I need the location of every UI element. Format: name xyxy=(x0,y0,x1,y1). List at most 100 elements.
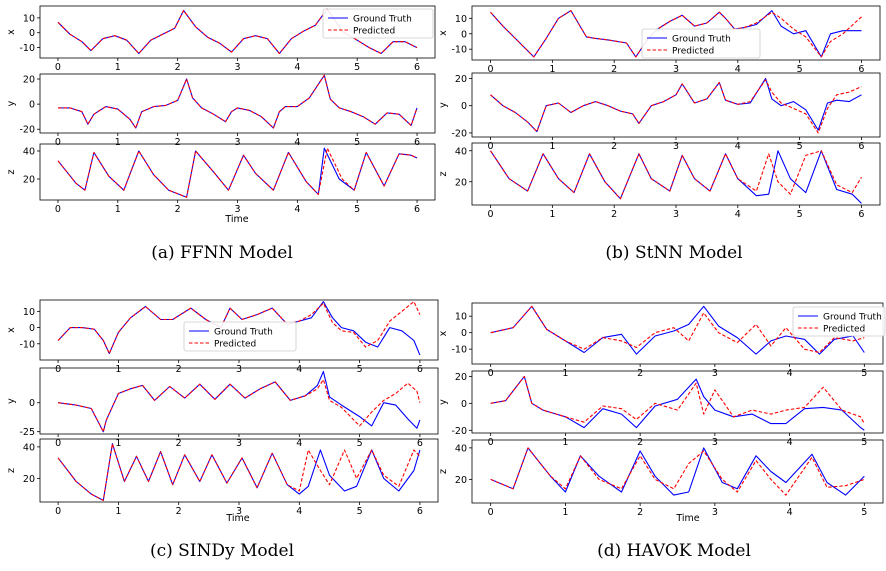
x-tick-label: 5 xyxy=(357,364,363,375)
x-tick-label: 3 xyxy=(236,438,242,449)
series-line-ground-truth xyxy=(57,443,421,501)
panel-x: 0 1 2 3 4 5 -10 0 10 x xyxy=(438,302,884,379)
x-axis-label: Time xyxy=(224,214,248,225)
y-tick-label: 40 xyxy=(455,443,467,454)
x-tick-label: 0 xyxy=(488,141,494,152)
y-tick-label: -20 xyxy=(19,125,35,136)
x-tick-label: 0 xyxy=(488,64,494,75)
legend: Ground Truth Predicted xyxy=(641,28,761,59)
legend-label: Predicted xyxy=(672,47,714,57)
x-tick-label: 6 xyxy=(414,204,420,215)
x-tick-label: 4 xyxy=(735,64,741,75)
x-tick-label: 2 xyxy=(176,438,182,449)
legend-label: Ground Truth xyxy=(353,15,412,25)
subfigure-caption: (a) FFNN Model xyxy=(151,243,293,263)
x-tick-label: 4 xyxy=(296,506,302,517)
x-tick-label: 0 xyxy=(488,437,494,448)
y-tick-label: 40 xyxy=(23,147,35,158)
legend-label: Ground Truth xyxy=(214,328,273,338)
x-tick-label: 5 xyxy=(354,62,360,73)
x-tick-label: 4 xyxy=(735,141,741,152)
x-tick-label: 4 xyxy=(787,368,793,379)
y-tick-label: 20 xyxy=(455,372,467,383)
x-tick-label: 1 xyxy=(115,506,121,517)
y-axis-label: y xyxy=(6,398,17,404)
subfigure-caption: (d) HAVOK Model xyxy=(597,541,751,561)
y-tick-label: 20 xyxy=(455,475,467,486)
x-tick-label: 4 xyxy=(294,204,300,215)
y-axis-label: x xyxy=(6,29,17,35)
x-tick-label: 5 xyxy=(861,368,867,379)
y-axis-label: x xyxy=(6,327,17,333)
x-tick-label: 6 xyxy=(417,438,423,449)
y-tick-label: 10 xyxy=(455,14,467,25)
x-tick-label: 3 xyxy=(234,204,240,215)
y-tick-label: 0 xyxy=(29,28,35,39)
series-line-ground-truth xyxy=(58,74,418,129)
series-line-predicted xyxy=(490,447,865,496)
series-line-predicted xyxy=(57,147,418,198)
x-tick-label: 0 xyxy=(55,506,61,517)
x-tick-label: 3 xyxy=(236,364,242,375)
x-tick-label: 3 xyxy=(234,137,240,148)
y-tick-label: -20 xyxy=(451,426,467,437)
y-tick-label: -10 xyxy=(451,45,467,56)
x-tick-label: 3 xyxy=(673,64,679,75)
x-tick-label: 5 xyxy=(357,506,363,517)
x-tick-label: 1 xyxy=(562,507,568,518)
legend-box xyxy=(183,321,297,352)
y-tick-label: 10 xyxy=(23,13,35,24)
subfigure-1: 0 1 2 3 4 5 6 -10 0 10 x 0 1 2 3 4 5 6 -20 0 20 y 0 1 2 3 4 5 6 20 40 z… xyxy=(438,5,881,263)
x-tick-label: 4 xyxy=(787,507,793,518)
y-tick-label: -20 xyxy=(451,128,467,139)
x-tick-label: 1 xyxy=(115,204,121,215)
x-tick-label: 0 xyxy=(488,507,494,518)
x-tick-label: 4 xyxy=(735,209,741,220)
x-tick-label: 0 xyxy=(488,368,494,379)
panel-x: 0 1 2 3 4 5 6 -10 0 10 x xyxy=(6,5,436,73)
series-line-predicted xyxy=(490,79,862,134)
y-tick-label: 40 xyxy=(455,146,467,157)
y-tick-label: 20 xyxy=(455,74,467,85)
y-tick-label: 0 xyxy=(461,101,467,112)
x-tick-label: 5 xyxy=(797,64,803,75)
panel-y: 0 1 2 3 4 5 6 -20 0 20 y xyxy=(438,72,881,152)
x-tick-label: 3 xyxy=(712,437,718,448)
x-tick-label: 3 xyxy=(673,141,679,152)
x-tick-label: 2 xyxy=(175,137,181,148)
y-tick-label: 0 xyxy=(29,323,35,334)
x-tick-label: 1 xyxy=(115,438,121,449)
x-tick-label: 6 xyxy=(414,62,420,73)
y-axis-label: z xyxy=(6,468,17,473)
x-tick-label: 6 xyxy=(414,137,420,148)
y-axis-label: x xyxy=(438,30,449,36)
plot-frame xyxy=(471,370,884,434)
x-tick-label: 5 xyxy=(861,437,867,448)
subfigure-3: 0 1 2 3 4 5 -10 0 10 x 0 1 2 3 4 5 -20 0 20 y 0 1 2 3 4 5 20 40 z Gro… xyxy=(438,302,886,561)
y-tick-label: 20 xyxy=(23,75,35,86)
series-line-predicted xyxy=(57,301,421,355)
series-line-ground-truth xyxy=(58,370,421,433)
y-tick-label: 20 xyxy=(455,177,467,188)
x-tick-label: 3 xyxy=(234,62,240,73)
legend-box xyxy=(322,8,434,39)
y-tick-label: 0 xyxy=(461,328,467,339)
x-tick-label: 0 xyxy=(55,364,61,375)
x-tick-label: 6 xyxy=(858,209,864,220)
x-tick-label: 6 xyxy=(858,64,864,75)
y-tick-label: 40 xyxy=(23,442,35,453)
x-tick-label: 1 xyxy=(549,141,555,152)
subfigure-caption: (c) SINDy Model xyxy=(150,541,294,561)
x-tick-label: 3 xyxy=(673,209,679,220)
x-tick-label: 2 xyxy=(175,204,181,215)
plot-frame xyxy=(39,143,436,201)
y-tick-label: 0 xyxy=(29,100,35,111)
y-tick-label: 0 xyxy=(29,398,35,409)
x-tick-label: 1 xyxy=(115,62,121,73)
series-line-ground-truth xyxy=(57,147,418,198)
x-tick-label: 4 xyxy=(296,364,302,375)
series-line-predicted xyxy=(490,375,865,424)
